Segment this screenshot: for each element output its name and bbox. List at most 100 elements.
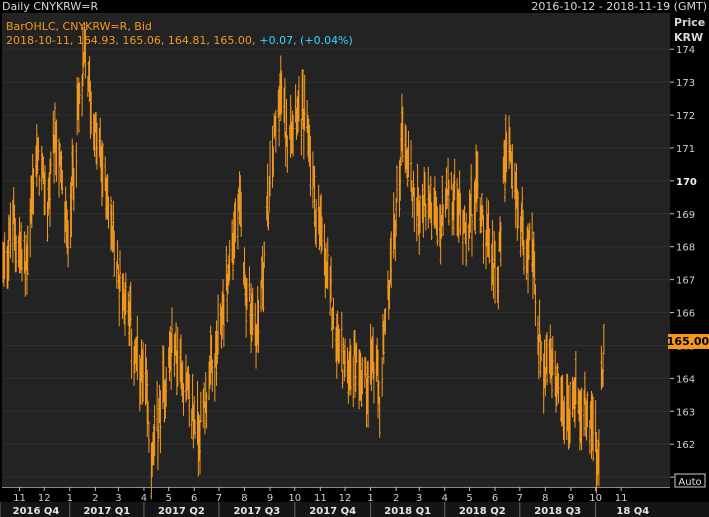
- ohlc-bar: [81, 74, 84, 117]
- ohlc-bar: [433, 176, 436, 230]
- ohlc-bar: [479, 197, 482, 234]
- ohlc-bar: [280, 70, 283, 114]
- ohlc-bar: [555, 364, 558, 406]
- quarter-label: 2017 Q3: [233, 506, 280, 517]
- ohlc-bar: [243, 247, 246, 289]
- legend-series: BarOHLC, CNYKRW=R, Bid: [6, 20, 152, 33]
- ohlc-bar: [574, 377, 577, 428]
- ohlc-bar: [361, 357, 364, 395]
- x-tick-label: 11: [615, 493, 628, 504]
- ohlc-bar: [315, 199, 318, 248]
- ohlc-bar: [320, 216, 323, 252]
- ohlc-bar: [499, 221, 502, 267]
- ohlc-bar: [180, 334, 183, 389]
- ohlc-bar: [203, 401, 206, 435]
- ohlc-bar: [61, 170, 64, 195]
- ohlc-bar: [515, 163, 518, 209]
- ohlc-bar: [384, 307, 387, 335]
- ohlc-bar: [262, 262, 265, 313]
- y-tick-label: 171: [676, 144, 695, 155]
- x-tick-label: 9: [267, 493, 273, 504]
- ohlc-bar: [220, 306, 223, 349]
- ohlc-bar: [399, 157, 402, 201]
- ohlc-bar: [395, 197, 398, 237]
- ohlc-bar: [398, 160, 401, 217]
- ohlc-bar: [381, 356, 384, 397]
- auto-scale-button-frame[interactable]: [674, 473, 706, 488]
- x-axis-quarters: 2016 Q4 2017 Q1 2017 Q2 2017 Q3 2017 Q4 2018 …: [0, 502, 709, 517]
- ohlc-bar: [153, 404, 156, 456]
- ohlc-bar: [274, 110, 277, 153]
- quarter-label: 18 Q4: [616, 506, 649, 517]
- ohlc-bar: [165, 366, 168, 408]
- ohlc-bar: [309, 136, 312, 197]
- ohlc-bar: [53, 102, 56, 153]
- legend-change: +0.07, (+0.04%): [259, 34, 352, 47]
- ohlc-bar: [372, 361, 375, 404]
- ohlc-bar: [173, 334, 176, 377]
- ohlc-bar: [424, 203, 427, 231]
- ohlc-bar: [481, 204, 484, 220]
- ohlc-bar: [119, 250, 122, 292]
- y-tick-label: 162: [676, 440, 695, 451]
- x-tick-label: 12: [38, 493, 51, 504]
- ohlc-bar: [23, 231, 26, 274]
- ohlc-bar: [292, 114, 295, 157]
- ohlc-bar: [234, 198, 237, 243]
- y-tick-label: 174: [676, 45, 695, 56]
- ohlc-bar: [205, 392, 208, 429]
- ohlc-bar: [78, 82, 81, 104]
- ohlc-bar: [303, 74, 306, 131]
- ohlc-bar: [442, 203, 445, 236]
- ohlc-bar: [378, 396, 381, 438]
- ohlc-bar: [130, 328, 133, 379]
- ohlc-bar: [400, 122, 403, 166]
- ohlc-bar: [516, 188, 519, 241]
- x-tick-label: 10: [589, 493, 602, 504]
- ohlc-bar: [240, 191, 243, 237]
- x-tick-label: 6: [191, 493, 197, 504]
- ohlc-bar: [48, 158, 51, 227]
- ohlc-bar: [428, 184, 431, 220]
- ohlc-bar: [122, 273, 125, 311]
- ohlc-bar: [58, 142, 61, 166]
- ohlc-bar: [44, 165, 47, 216]
- ohlc-bar: [450, 171, 453, 191]
- ohlc-bar: [313, 165, 316, 227]
- ohlc-bar: [37, 136, 40, 161]
- ohlc-bar: [508, 115, 511, 170]
- ohlc-bar: [55, 119, 58, 182]
- ohlc-bar: [522, 240, 525, 275]
- ohlc-bar: [194, 419, 197, 439]
- ohlc-bar: [58, 138, 61, 198]
- ohlc-bar: [72, 167, 75, 212]
- ohlc-bar: [592, 396, 595, 462]
- ohlc-bar: [147, 421, 150, 453]
- ohlc-bar: [254, 302, 257, 347]
- ohlc-bar: [341, 369, 344, 389]
- ohlc-bar: [390, 231, 393, 289]
- ohlc-bar: [342, 337, 345, 365]
- ohlc-bar: [346, 347, 349, 384]
- ohlc-bar: [527, 230, 530, 260]
- ohlc-bar: [175, 322, 178, 364]
- ohlc-bar: [60, 150, 63, 191]
- ohlc-bar: [278, 85, 281, 147]
- ohlc-bar: [286, 135, 289, 173]
- ohlc-bar: [519, 215, 522, 257]
- ohlc-bar: [525, 238, 528, 281]
- quarter-label: 2017 Q2: [158, 506, 205, 517]
- y-tick-label: 169: [676, 210, 695, 221]
- ohlc-bar: [110, 204, 113, 250]
- ohlc-bar: [511, 143, 514, 199]
- ohlc-bar: [199, 391, 202, 423]
- ohlc-bar: [267, 212, 270, 231]
- ohlc-bar: [563, 396, 566, 445]
- ohlc-bar: [447, 179, 450, 226]
- ohlc-bar: [129, 281, 132, 327]
- ohlc-bar: [109, 196, 112, 252]
- ohlc-bar: [32, 168, 35, 215]
- ohlc-bar: [95, 122, 98, 170]
- ohlc-bar: [352, 356, 355, 408]
- auto-scale-button[interactable]: Auto: [678, 477, 701, 488]
